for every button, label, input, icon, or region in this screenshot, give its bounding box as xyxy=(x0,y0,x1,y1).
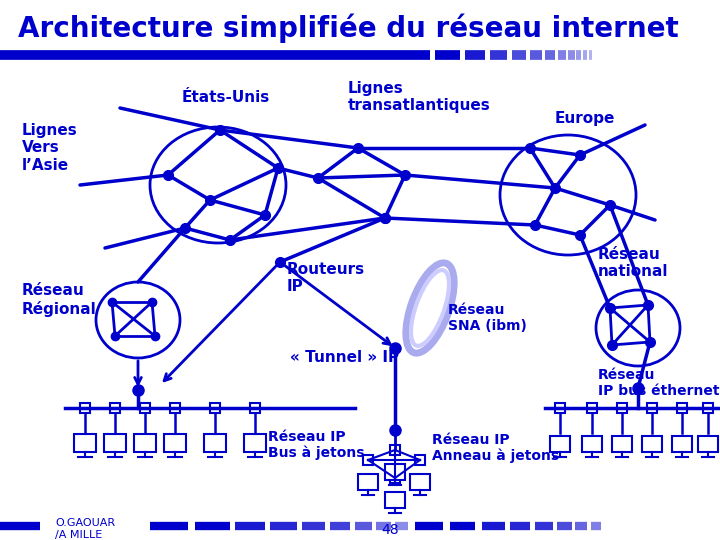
Text: 48: 48 xyxy=(381,523,399,537)
Bar xyxy=(672,436,692,452)
Bar xyxy=(363,455,373,465)
Bar xyxy=(390,445,400,455)
Bar xyxy=(140,403,150,413)
Bar xyxy=(204,434,226,452)
Bar xyxy=(390,473,400,483)
Text: Réseau
national: Réseau national xyxy=(598,247,668,279)
Bar xyxy=(385,464,405,480)
Text: Architecture simplifiée du réseau internet: Architecture simplifiée du réseau intern… xyxy=(18,14,679,43)
Bar xyxy=(164,434,186,452)
Bar xyxy=(647,403,657,413)
Bar xyxy=(244,434,266,452)
Text: Réseau
Régional: Réseau Régional xyxy=(22,283,96,317)
Text: O.GAOUAR
/A MILLE: O.GAOUAR /A MILLE xyxy=(55,518,115,539)
Text: Lignes
Vers
l’Asie: Lignes Vers l’Asie xyxy=(22,123,78,173)
Bar xyxy=(642,436,662,452)
Bar xyxy=(104,434,126,452)
Bar xyxy=(550,436,570,452)
Bar xyxy=(555,403,565,413)
Text: Réseau IP
Anneau à jetons: Réseau IP Anneau à jetons xyxy=(432,433,559,463)
Bar xyxy=(410,474,430,490)
Bar xyxy=(415,455,425,465)
Bar xyxy=(210,403,220,413)
Bar xyxy=(677,403,687,413)
Text: Réseau
IP bus éthernet: Réseau IP bus éthernet xyxy=(598,368,719,398)
Bar xyxy=(385,492,405,508)
Bar xyxy=(170,403,180,413)
Bar xyxy=(703,403,713,413)
Text: « Tunnel » IP: « Tunnel » IP xyxy=(290,350,399,366)
Bar xyxy=(582,436,602,452)
Bar xyxy=(74,434,96,452)
Bar xyxy=(587,403,597,413)
Text: Europe: Europe xyxy=(555,111,616,125)
Bar xyxy=(250,403,260,413)
Bar xyxy=(617,403,627,413)
Bar xyxy=(110,403,120,413)
Bar xyxy=(612,436,632,452)
Text: Réseau IP
Bus à jetons: Réseau IP Bus à jetons xyxy=(268,430,364,461)
Bar xyxy=(134,434,156,452)
Bar xyxy=(358,474,378,490)
Text: Lignes
transatlantiques: Lignes transatlantiques xyxy=(348,81,491,113)
Bar xyxy=(698,436,718,452)
Text: États-Unis: États-Unis xyxy=(182,90,270,105)
Bar xyxy=(80,403,90,413)
Text: Réseau
SNA (ibm): Réseau SNA (ibm) xyxy=(448,303,527,333)
Text: Routeurs
IP: Routeurs IP xyxy=(287,262,365,294)
